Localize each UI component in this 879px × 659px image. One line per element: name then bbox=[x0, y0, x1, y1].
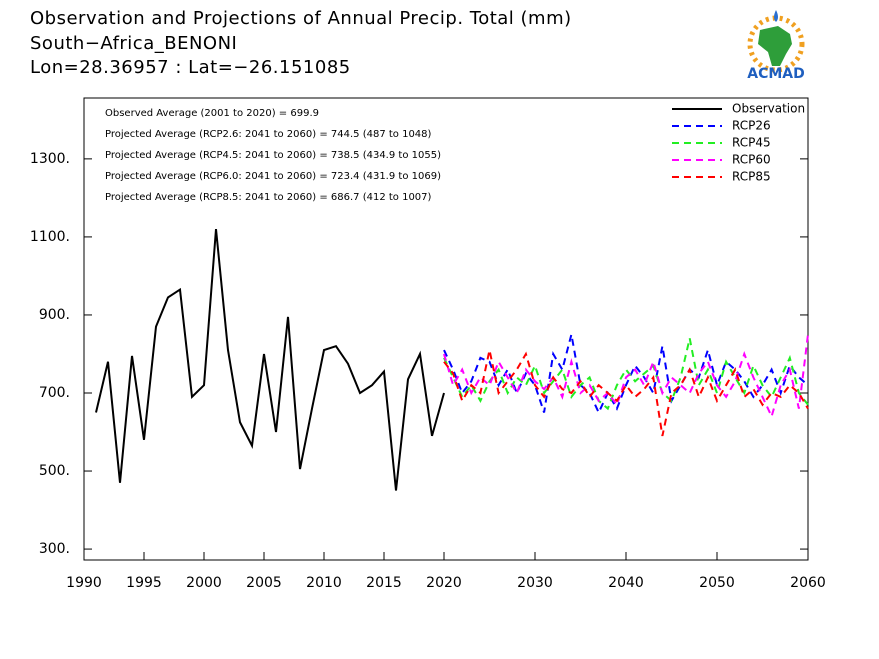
annotation: Projected Average (RCP4.5: 2041 to 2060)… bbox=[105, 150, 441, 161]
coordinates: Lon=28.36957 : Lat=−26.151085 bbox=[30, 57, 351, 78]
logo: ACMAD bbox=[747, 10, 805, 82]
legend-label: RCP45 bbox=[732, 136, 771, 150]
x-tick-label: 1990 bbox=[66, 575, 102, 591]
x-tick-label: 2050 bbox=[699, 575, 735, 591]
y-tick-label: 1300. bbox=[30, 151, 70, 167]
legend-label: RCP26 bbox=[732, 119, 771, 133]
y-tick-label: 500. bbox=[39, 463, 70, 479]
data-line bbox=[443, 334, 809, 420]
legend-label: Observation bbox=[732, 102, 805, 116]
x-tick-label: 2000 bbox=[186, 575, 222, 591]
logo-africa bbox=[758, 26, 792, 66]
annotation: Projected Average (RCP2.6: 2041 to 2060)… bbox=[105, 129, 432, 140]
x-tick-label: 2060 bbox=[790, 575, 826, 591]
data-line bbox=[443, 334, 809, 415]
data-line bbox=[443, 338, 809, 411]
annotation: Projected Average (RCP8.5: 2041 to 2060)… bbox=[105, 192, 432, 203]
legend-label: RCP85 bbox=[732, 170, 771, 184]
annotation: Observed Average (2001 to 2020) = 699.9 bbox=[105, 108, 319, 119]
y-tick-label: 1100. bbox=[30, 229, 70, 245]
x-tick-label: 2020 bbox=[426, 575, 462, 591]
x-tick-label: 2015 bbox=[366, 575, 402, 591]
chart-title: Observation and Projections of Annual Pr… bbox=[30, 8, 572, 29]
y-tick-label: 300. bbox=[39, 541, 70, 557]
logo-text: ACMAD bbox=[747, 66, 805, 82]
x-tick-label: 2010 bbox=[306, 575, 342, 591]
x-tick-label: 2040 bbox=[608, 575, 644, 591]
plot-frame bbox=[83, 97, 809, 561]
legend-label: RCP60 bbox=[732, 153, 771, 167]
logo-drop bbox=[774, 10, 778, 22]
x-tick-label: 2030 bbox=[517, 575, 553, 591]
x-tick-label: 1995 bbox=[126, 575, 162, 591]
data-line bbox=[95, 229, 445, 491]
annotation: Projected Average (RCP6.0: 2041 to 2060)… bbox=[105, 171, 441, 182]
x-tick-label: 2005 bbox=[246, 575, 282, 591]
y-tick-label: 900. bbox=[39, 307, 70, 323]
y-tick-label: 700. bbox=[39, 385, 70, 401]
data-line bbox=[443, 349, 809, 437]
chart-subtitle: South−Africa_BENONI bbox=[30, 33, 237, 54]
